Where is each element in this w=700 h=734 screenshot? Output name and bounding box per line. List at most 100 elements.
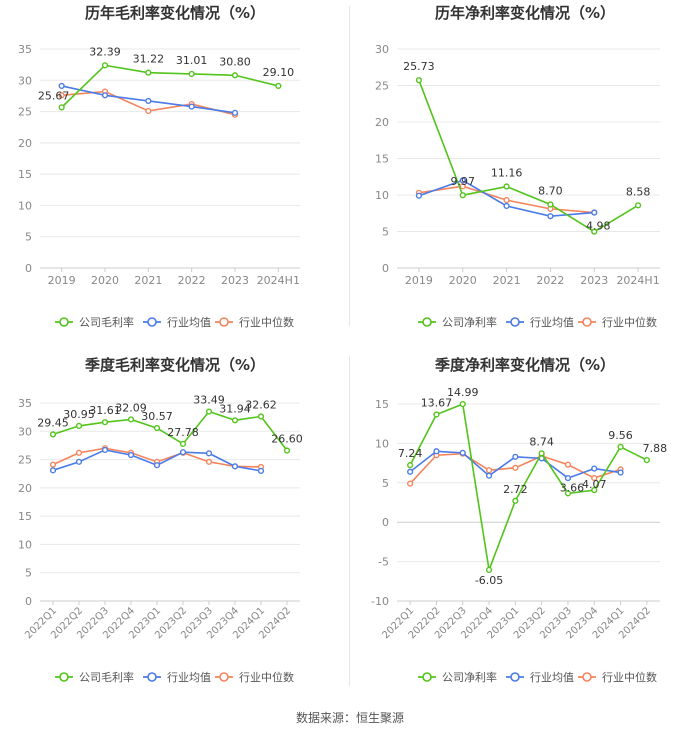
y-tick-label-3: 15 xyxy=(375,398,389,411)
data-label-company: 29.10 xyxy=(263,66,295,79)
data-label-company: 30.57 xyxy=(141,410,173,423)
data-label-company: 2.72 xyxy=(503,483,528,496)
data-point-company xyxy=(564,490,572,497)
legend-marker-industry_median xyxy=(219,317,229,327)
y-tick-label-1: 5 xyxy=(382,226,389,239)
data-point-industry_avg xyxy=(127,451,135,459)
data-label-company: 9.97 xyxy=(451,175,476,188)
y-tick-label-2: 30 xyxy=(18,425,32,438)
legend-label-industry_avg: 行业均值 xyxy=(167,671,211,684)
data-label-company: 33.49 xyxy=(193,394,225,407)
y-tick-label-0: 0 xyxy=(25,262,32,275)
x-tick-label-1: 2019 xyxy=(405,274,433,287)
x-tick-label-1: 2022 xyxy=(536,274,564,287)
x-tick-label-0: 2022 xyxy=(178,274,206,287)
data-point-industry_avg xyxy=(257,467,265,474)
data-point-company xyxy=(205,408,213,415)
legend-marker-industry_median xyxy=(219,672,229,682)
chart-title-3: 季度净利率变化情况（%） xyxy=(435,356,615,374)
data-point-company xyxy=(257,413,265,420)
data-point-industry_avg xyxy=(415,192,423,199)
y-tick-label-1: 10 xyxy=(375,189,389,202)
data-point-industry_avg xyxy=(512,453,519,460)
data-point-industry_median xyxy=(564,461,572,468)
data-label-company: 8.74 xyxy=(529,435,554,448)
series-line-company xyxy=(409,402,648,573)
data-point-industry_avg xyxy=(75,458,83,465)
data-point-industry_median xyxy=(512,464,519,471)
data-point-company xyxy=(617,443,624,450)
data-point-industry_avg xyxy=(205,450,213,457)
x-tick-label-0: 2020 xyxy=(91,274,119,287)
y-tick-label-1: 20 xyxy=(375,116,389,129)
data-label-company: 32.62 xyxy=(245,398,277,411)
x-tick-label-1: 2020 xyxy=(449,274,477,287)
series-line-company xyxy=(418,79,639,233)
data-label-company: 14.99 xyxy=(447,386,479,399)
y-tick-label-0: 20 xyxy=(18,137,32,150)
data-label-company: 3.66 xyxy=(560,481,585,494)
legend-label-industry_avg: 行业均值 xyxy=(167,316,211,329)
data-point-company xyxy=(58,104,65,111)
data-label-company: 30.95 xyxy=(63,408,95,421)
x-tick-label-1: 2021 xyxy=(493,274,521,287)
data-point-company xyxy=(153,424,161,432)
legend-label-industry_avg: 行业均值 xyxy=(530,671,574,684)
x-tick-label-0: 2023 xyxy=(221,274,249,287)
data-label-company: 29.45 xyxy=(37,416,69,429)
y-tick-label-2: 25 xyxy=(18,454,32,467)
data-label-company: 31.94 xyxy=(219,402,251,415)
x-tick-label-1: 2024H1 xyxy=(616,274,659,287)
data-point-industry_avg xyxy=(591,209,598,216)
legend-label-company: 公司毛利率 xyxy=(79,670,134,684)
chart-title-2: 季度毛利率变化情况（%） xyxy=(85,356,265,374)
data-point-company xyxy=(503,183,510,190)
data-label-company: 7.88 xyxy=(643,442,668,455)
legend-marker-company xyxy=(422,672,432,682)
data-label-company: 4.98 xyxy=(586,220,611,233)
data-point-company xyxy=(538,450,545,457)
data-point-industry_avg xyxy=(145,97,152,105)
chart-title-1: 历年净利率变化情况（%） xyxy=(435,4,615,22)
data-point-company xyxy=(75,422,83,430)
data-point-industry_median xyxy=(145,107,152,115)
data-point-company xyxy=(101,62,109,69)
series-line-company xyxy=(61,64,279,108)
data-point-company xyxy=(283,447,291,454)
y-tick-label-0: 15 xyxy=(18,168,32,181)
data-label-company: 11.16 xyxy=(491,167,523,180)
data-label-company: 8.70 xyxy=(538,184,563,197)
data-label-company: 9.56 xyxy=(608,429,633,442)
data-label-company: 26.60 xyxy=(271,433,303,446)
data-point-company xyxy=(459,192,466,199)
data-point-industry_avg xyxy=(101,446,109,454)
y-tick-label-1: 15 xyxy=(375,153,389,166)
legend-label-industry_avg: 行业均值 xyxy=(530,316,574,329)
data-point-company xyxy=(127,416,135,423)
y-tick-label-0: 10 xyxy=(18,199,32,212)
data-label-company: 32.39 xyxy=(89,45,121,58)
x-tick-label-0: 2019 xyxy=(48,274,76,287)
data-point-company xyxy=(415,77,423,84)
data-point-industry_avg xyxy=(503,202,510,210)
data-point-industry_avg xyxy=(547,213,554,220)
data-point-industry_median xyxy=(591,474,598,482)
legend-marker-company xyxy=(422,317,432,327)
data-point-company xyxy=(179,440,187,447)
data-point-industry_avg xyxy=(101,92,109,99)
data-point-industry_avg xyxy=(407,468,414,475)
data-point-company xyxy=(101,419,109,426)
y-tick-label-2: 15 xyxy=(18,510,32,523)
legend-marker-company xyxy=(59,672,69,682)
legend-marker-industry_avg xyxy=(147,672,157,682)
legend-marker-company xyxy=(59,317,69,327)
legend-label-company: 公司净利率 xyxy=(442,315,497,329)
legend-marker-industry_avg xyxy=(510,672,520,682)
data-label-company: 27.78 xyxy=(167,426,199,439)
data-point-company xyxy=(188,70,195,78)
y-tick-label-2: 35 xyxy=(18,397,32,410)
data-label-company: 4.07 xyxy=(582,478,607,491)
data-point-industry_avg xyxy=(617,469,624,476)
legend-label-industry_median: 行业中位数 xyxy=(602,315,657,329)
